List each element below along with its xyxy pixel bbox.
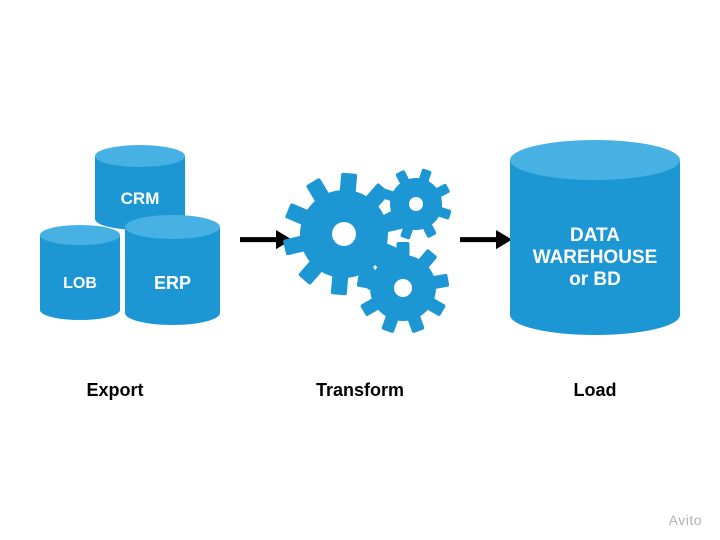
label-transform: Transform — [300, 380, 420, 401]
arrow-2 — [460, 230, 512, 249]
cylinder-LOB: LOB — [40, 225, 120, 320]
cylinder-ERP: ERP — [125, 215, 220, 325]
cylinder-DW: DATAWAREHOUSEor BD — [510, 140, 680, 335]
label-export: Export — [55, 380, 175, 401]
label-load: Load — [535, 380, 655, 401]
gear-icon — [390, 178, 442, 230]
gear-icon — [370, 255, 436, 321]
watermark: Avito — [669, 512, 702, 528]
